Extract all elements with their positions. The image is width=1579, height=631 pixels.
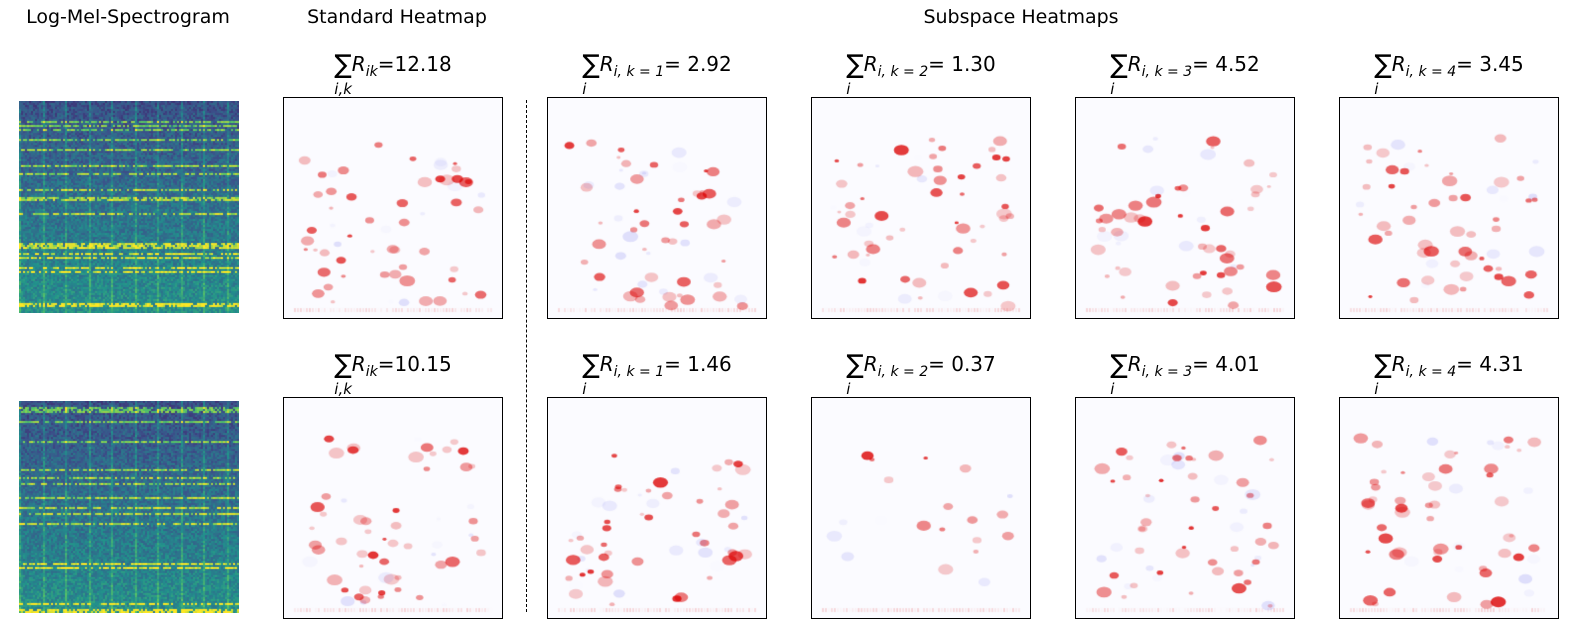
spectrogram-title: Log-Mel-Spectrogram — [26, 6, 230, 28]
sum-symbol: ∑ i,k — [334, 50, 352, 98]
relevance-sum-label: ∑ i Ri, k = 2= 1.30 — [846, 50, 996, 98]
sum-symbol: ∑ i — [1374, 50, 1392, 98]
sum-symbol: ∑ i — [582, 50, 600, 98]
sum-subscript: i — [582, 80, 587, 98]
sum-subscript: i,k — [334, 80, 352, 98]
relevance-value: =10.15 — [377, 352, 452, 376]
relevance-symbol: R — [863, 52, 878, 76]
relevance-symbol: R — [863, 352, 878, 376]
sum-symbol: ∑ i — [846, 350, 864, 398]
sum-symbol: ∑ i — [582, 350, 600, 398]
relevance-symbol: R — [1391, 352, 1406, 376]
subspace-heatmap-k1-row1 — [547, 97, 767, 319]
relevance-symbol: R — [351, 352, 366, 376]
relevance-subscript: i, k = 4 — [1405, 64, 1457, 80]
sum-subscript: i — [582, 380, 587, 398]
relevance-subscript: i, k = 1 — [613, 364, 665, 380]
relevance-sum-label: ∑ i Ri, k = 1= 2.92 — [582, 50, 732, 98]
relevance-symbol: R — [599, 352, 614, 376]
relevance-value: = 3.45 — [1456, 52, 1524, 76]
relevance-value: = 2.92 — [664, 52, 732, 76]
sum-subscript: i — [1374, 80, 1379, 98]
relevance-sum-label: ∑ i Ri, k = 2= 0.37 — [846, 350, 996, 398]
subspace-heatmaps-title: Subspace Heatmaps — [923, 6, 1119, 28]
relevance-value: = 0.37 — [928, 352, 996, 376]
relevance-sum-label: ∑ i,k Rik=10.15 — [334, 350, 452, 398]
relevance-symbol: R — [1391, 52, 1406, 76]
standard-heatmap-title: Standard Heatmap — [307, 6, 487, 28]
subspace-heatmap-k4-row1 — [1339, 97, 1559, 319]
relevance-symbol: R — [1127, 352, 1142, 376]
relevance-subscript: i, k = 3 — [1141, 364, 1193, 380]
relevance-subscript: i, k = 2 — [877, 364, 929, 380]
relevance-value: = 4.31 — [1456, 352, 1524, 376]
sum-subscript: i — [1374, 380, 1379, 398]
sum-symbol: ∑ i — [1110, 50, 1128, 98]
relevance-symbol: R — [599, 52, 614, 76]
relevance-subscript: ik — [365, 364, 378, 380]
relevance-value: = 1.30 — [928, 52, 996, 76]
relevance-subscript: i, k = 1 — [613, 64, 665, 80]
relevance-sum-label: ∑ i,k Rik=12.18 — [334, 50, 452, 98]
relevance-sum-label: ∑ i Ri, k = 4= 3.45 — [1374, 50, 1524, 98]
relevance-value: = 4.01 — [1192, 352, 1260, 376]
subspace-heatmap-k2-row1 — [811, 97, 1031, 319]
subspace-heatmap-k2-row2 — [811, 397, 1031, 619]
relevance-subscript: ik — [365, 64, 378, 80]
relevance-subscript: i, k = 4 — [1405, 364, 1457, 380]
sum-subscript: i — [1110, 380, 1115, 398]
relevance-value: = 4.52 — [1192, 52, 1260, 76]
log-mel-spectrogram-1 — [19, 101, 239, 313]
relevance-sum-label: ∑ i Ri, k = 4= 4.31 — [1374, 350, 1524, 398]
relevance-value: = 1.46 — [664, 352, 732, 376]
relevance-subscript: i, k = 3 — [1141, 64, 1193, 80]
relevance-sum-label: ∑ i Ri, k = 1= 1.46 — [582, 350, 732, 398]
sum-symbol: ∑ i — [1374, 350, 1392, 398]
subspace-heatmap-k1-row2 — [547, 397, 767, 619]
relevance-sum-label: ∑ i Ri, k = 3= 4.52 — [1110, 50, 1260, 98]
sum-subscript: i — [846, 380, 851, 398]
separator-line — [526, 100, 527, 612]
relevance-sum-label: ∑ i Ri, k = 3= 4.01 — [1110, 350, 1260, 398]
sum-subscript: i,k — [334, 380, 352, 398]
log-mel-spectrogram-2 — [19, 401, 239, 613]
subspace-heatmap-k3-row1 — [1075, 97, 1295, 319]
sum-symbol: ∑ i — [1110, 350, 1128, 398]
relevance-subscript: i, k = 2 — [877, 64, 929, 80]
sum-subscript: i — [846, 80, 851, 98]
subspace-heatmap-k3-row2 — [1075, 397, 1295, 619]
standard-heatmap-row2 — [283, 397, 503, 619]
relevance-value: =12.18 — [377, 52, 452, 76]
relevance-symbol: R — [351, 52, 366, 76]
subspace-heatmap-k4-row2 — [1339, 397, 1559, 619]
sum-subscript: i — [1110, 80, 1115, 98]
relevance-symbol: R — [1127, 52, 1142, 76]
standard-heatmap-row1 — [283, 97, 503, 319]
sum-symbol: ∑ i,k — [334, 350, 352, 398]
sum-symbol: ∑ i — [846, 50, 864, 98]
